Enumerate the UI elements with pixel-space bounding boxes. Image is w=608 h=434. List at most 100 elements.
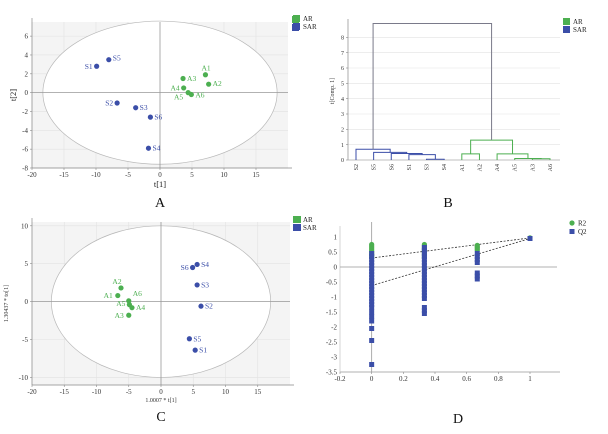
dendrogram-link: [372, 23, 493, 150]
point-label-s5: S5: [113, 54, 121, 63]
panel-letter-b: B: [443, 196, 452, 211]
point-label-a3: A3: [187, 74, 196, 83]
leaf-label-s6: S6: [389, 164, 395, 170]
legend-label-sar: SAR: [303, 23, 317, 31]
legend-swatch-r2: [569, 220, 575, 226]
x-tick-label: 0: [158, 171, 162, 179]
point-label-s5: S5: [193, 334, 201, 343]
legend-label-ar: AR: [303, 216, 313, 224]
y-tick-label: -0.5: [326, 279, 338, 287]
data-point-s1: [192, 347, 198, 353]
q2-point: [369, 318, 375, 324]
q2-point: [369, 284, 375, 289]
y-tick-label: 2: [341, 128, 344, 134]
dendrogram-link: [355, 148, 391, 160]
y-tick-label: 7: [341, 51, 344, 57]
y-axis-label: t[2]: [8, 89, 18, 101]
y-tick-label: -5: [22, 336, 28, 344]
y-tick-label: -1: [331, 294, 337, 302]
leaf-label-a3: A3: [530, 164, 536, 171]
x-tick-label: 15: [253, 171, 261, 179]
data-point-a3: [126, 312, 132, 318]
y-tick-label: -8: [22, 165, 28, 173]
leaf-label-s5: S5: [372, 164, 378, 170]
y-tick-label: 1: [341, 143, 344, 149]
data-point-s5: [186, 336, 192, 342]
q2-point: [421, 272, 427, 277]
data-point-a6: [188, 91, 194, 98]
legend-label-ar: AR: [303, 15, 313, 23]
x-tick-label: 5: [190, 171, 194, 179]
q2-point: [369, 296, 375, 301]
data-point-a1: [115, 292, 121, 299]
point-label-s4: S4: [201, 260, 209, 269]
data-point-s5: [106, 57, 112, 63]
point-label-s3: S3: [201, 280, 209, 289]
point-label-s1: S1: [199, 346, 207, 355]
q2-point: [421, 254, 427, 259]
regression-line-q2: [371, 238, 531, 286]
q2-point: [369, 287, 375, 292]
q2-point: [421, 308, 427, 313]
leaf-label-a6: A6: [548, 164, 554, 171]
leaf-label-s3: S3: [425, 164, 431, 170]
panel-b-dendrogram: 0 1 2 3 4 5 6 7 8 S2 S5 S6 S1 S3 S4 A1 A2 A4 A5 A3 A6 t[Comp.…: [293, 15, 587, 211]
x-tick-label: 0.2: [399, 375, 408, 383]
panel-c-opls-da-score-plot: -20 -15 -10 -5 0 5 10 15 -10 -5 0 5 10 A1 A2 A3 A4 A5 A6 S1…: [4, 216, 301, 425]
y-tick-label: 10: [21, 222, 29, 230]
legend-label-sar: SAR: [573, 26, 587, 34]
y-tick-label: -3: [331, 354, 337, 362]
point-label-a4: A4: [171, 83, 180, 92]
leaf-label-a4: A4: [495, 164, 501, 171]
q2-point: [421, 248, 427, 253]
q2-point: [421, 281, 427, 286]
legend-swatch-q2: [569, 229, 575, 234]
y-tick-label: 0.5: [328, 249, 337, 257]
x-tick-label: 5: [192, 388, 196, 396]
q2-point: [474, 276, 480, 282]
panel-letter-c: C: [156, 410, 165, 425]
y-tick-label: -2: [22, 108, 28, 116]
legend-swatch-ar: [293, 216, 300, 223]
leaf-label-s4: S4: [442, 164, 448, 170]
q2-point: [421, 260, 427, 265]
point-label-s3: S3: [140, 103, 148, 112]
x-tick-label: -15: [60, 388, 70, 396]
x-tick-label: 0.6: [462, 375, 471, 383]
x-tick-label: -5: [126, 388, 132, 396]
q2-point: [369, 251, 375, 256]
data-point-s3: [133, 105, 139, 111]
point-label-s6: S6: [154, 113, 162, 122]
point-label-s2: S2: [105, 99, 113, 108]
x-tick-label: -15: [59, 171, 69, 179]
q2-point: [369, 272, 375, 277]
y-tick-label: -2.5: [326, 339, 338, 347]
q2-point: [474, 254, 480, 259]
q2-point: [421, 278, 427, 283]
x-axis-label: t[1]: [154, 179, 166, 189]
x-axis-label: 1.0007 * t[1]: [145, 398, 176, 404]
q2-point: [474, 260, 480, 265]
dendrogram-link: [496, 153, 529, 160]
x-tick-label: 0: [370, 375, 374, 383]
data-point-a4: [181, 85, 187, 91]
q2-point: [421, 305, 427, 310]
leaf-label-s2: S2: [354, 164, 360, 170]
q2-point: [369, 362, 375, 367]
q2-point: [421, 245, 427, 250]
q2-point: [421, 287, 427, 292]
q2-point: [421, 293, 427, 298]
regression-line-r2: [371, 237, 531, 259]
q2-point: [369, 305, 375, 310]
y-tick-label: 0: [341, 158, 344, 164]
data-point-a3: [180, 75, 186, 82]
y-tick-label: 1: [334, 234, 338, 242]
data-point-a2: [118, 285, 124, 291]
data-point-s6: [147, 114, 153, 120]
x-tick-label: 10: [222, 388, 230, 396]
x-tick-label: -20: [27, 388, 37, 396]
y-axis-label: t[Comp. 1]: [330, 78, 336, 104]
q2-point: [421, 263, 427, 268]
point-label-s2: S2: [205, 302, 213, 311]
data-point-s1: [94, 63, 100, 69]
